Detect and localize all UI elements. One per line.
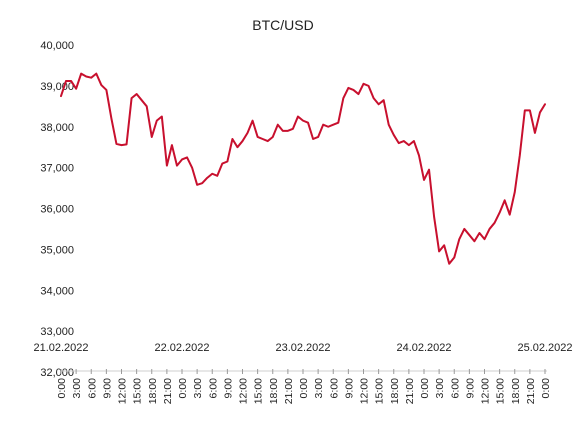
x-tick-label: 18:00 — [147, 378, 159, 404]
chart-title: BTC/USD — [252, 17, 313, 33]
x-tick-label: 6:00 — [207, 378, 219, 399]
date-labels: 21.02.2022 22.02.2022 23.02.2022 24.02.2022… — [33, 342, 572, 354]
x-tick-label: 6:00 — [449, 378, 461, 399]
x-tick-label: 0:00 — [177, 378, 189, 399]
x-tick-label: 0:00 — [540, 378, 552, 399]
x-tick-label: 15:00 — [253, 378, 265, 404]
x-tick-label: 21:00 — [162, 378, 174, 404]
x-tick-label: 3:00 — [434, 378, 446, 399]
x-tick-label: 9:00 — [101, 378, 113, 399]
x-tick-label: 0:00 — [56, 378, 68, 399]
x-tick-label: 15:00 — [495, 378, 507, 404]
x-tick-label: 21:00 — [404, 378, 416, 404]
y-tick-label: 37,000 — [40, 163, 74, 175]
x-tick-label: 12:00 — [359, 378, 371, 404]
x-tick-label: 18:00 — [510, 378, 522, 404]
x-tick-label: 3:00 — [71, 378, 83, 399]
series-group — [60, 72, 546, 265]
y-axis: 32,000 33,000 34,000 35,000 36,000 37,000 38,0… — [40, 40, 74, 379]
x-tick-label: 15:00 — [374, 378, 386, 404]
x-axis: 0:00 3:00 6:00 9:00 12:00 15:00 18:00 21:00 0:00… — [56, 369, 552, 404]
x-tick-label: 21:00 — [283, 378, 295, 404]
y-tick-label: 36,000 — [40, 204, 74, 216]
x-tick-label: 9:00 — [343, 378, 355, 399]
x-tick-label: 9:00 — [464, 378, 476, 399]
y-tick-label: 38,000 — [40, 122, 74, 134]
x-tick-label: 12:00 — [238, 378, 250, 404]
x-tick-label: 0:00 — [419, 378, 431, 399]
x-tick-label: 3:00 — [313, 378, 325, 399]
date-label: 23.02.2022 — [275, 342, 330, 354]
y-tick-label: 34,000 — [40, 285, 74, 297]
x-tick-label: 18:00 — [268, 378, 280, 404]
y-tick-label: 39,000 — [40, 81, 74, 93]
x-tick-label: 9:00 — [222, 378, 234, 399]
date-label: 25.02.2022 — [517, 342, 572, 354]
y-tick-label: 32,000 — [40, 367, 74, 379]
x-tick-label: 12:00 — [117, 378, 129, 404]
x-tick-label: 12:00 — [480, 378, 492, 404]
date-label: 22.02.2022 — [154, 342, 209, 354]
y-tick-label: 33,000 — [40, 326, 74, 338]
x-tick-label: 6:00 — [328, 378, 340, 399]
x-tick-label: 18:00 — [389, 378, 401, 404]
x-tick-label: 21:00 — [525, 378, 537, 404]
date-label: 21.02.2022 — [33, 342, 88, 354]
y-tick-label: 40,000 — [40, 40, 74, 52]
x-tick-label: 3:00 — [192, 378, 204, 399]
date-label: 24.02.2022 — [396, 342, 451, 354]
x-tick-label: 15:00 — [132, 378, 144, 404]
y-tick-label: 35,000 — [40, 244, 74, 256]
x-tick-label: 0:00 — [298, 378, 310, 399]
x-tick-label: 6:00 — [86, 378, 98, 399]
btc-price-line — [60, 72, 546, 265]
